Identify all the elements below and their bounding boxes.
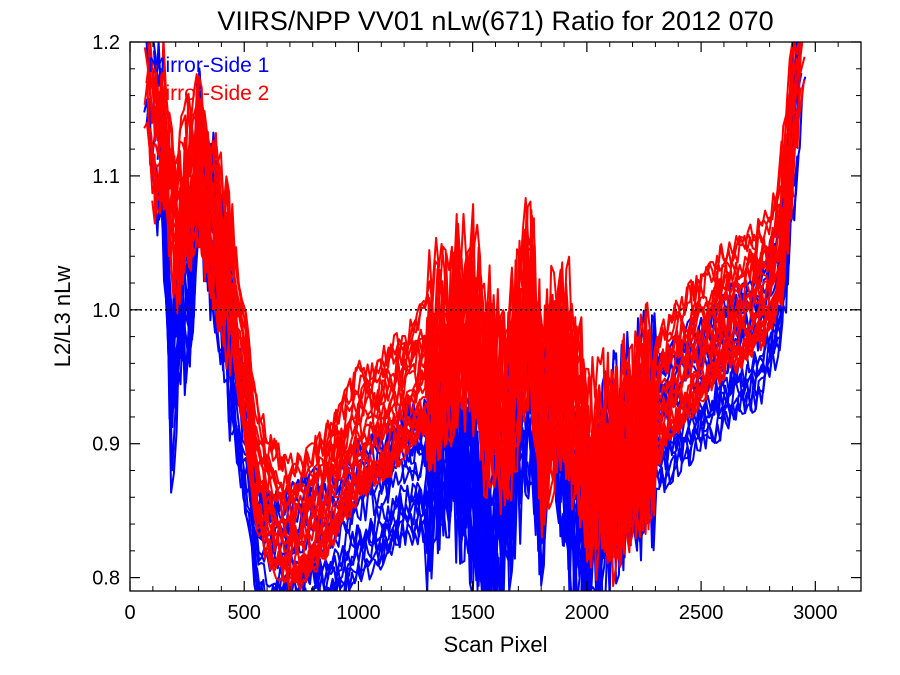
x-tick-label-2000: 2000 [565,602,610,624]
series-1-line-18 [150,132,797,591]
y-axis-label: L2/L3 nLw [50,266,75,368]
chart-title: VIIRS/NPP VV01 nLw(671) Ratio for 2012 0… [217,6,773,36]
y-tick-label-1.0: 1.0 [92,300,120,322]
legend-entry-2: Mirror-Side 2 [148,82,269,105]
series-layer [143,42,807,591]
series-2-line-22 [162,71,795,505]
x-tick-label-2500: 2500 [679,602,724,624]
ticks-layer: 0 500 1000 1500 2000 2500 3000 0.8 0.9 1.0 1.1 1.2 [92,32,861,624]
x-tick-label-0: 0 [124,602,135,624]
x-tick-label-500: 500 [228,602,261,624]
y-tick-label-0.8: 0.8 [92,568,120,590]
series-2-line-19 [151,146,795,586]
x-axis-label: Scan Pixel [444,632,548,657]
x-tick-label-1000: 1000 [336,602,381,624]
series-2 [143,42,806,591]
x-tick-label-1500: 1500 [450,602,495,624]
y-tick-label-1.1: 1.1 [92,166,120,188]
legend: Mirror-Side 1 Mirror-Side 2 [148,54,269,105]
y-tick-label-1.2: 1.2 [92,32,120,54]
x-tick-label-3000: 3000 [793,602,838,624]
y-tick-label-0.9: 0.9 [92,434,120,456]
series-2-line-21 [147,42,791,526]
legend-entry-1: Mirror-Side 1 [148,54,269,77]
series-2-line-17 [161,42,804,547]
